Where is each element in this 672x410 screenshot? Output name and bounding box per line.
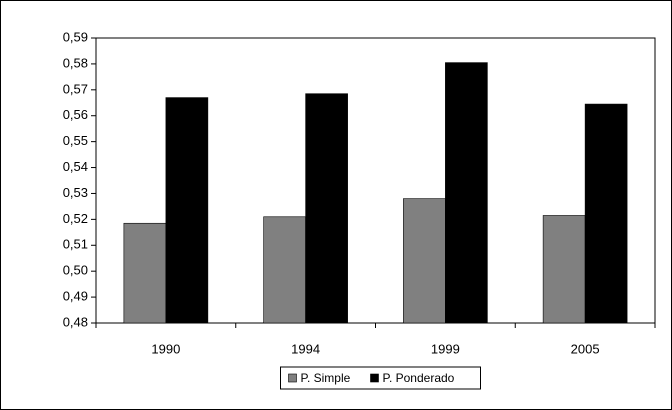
legend-box [280, 366, 481, 390]
legend-swatch [288, 373, 297, 383]
y-tick-label: 0,50 [63, 263, 88, 278]
y-tick-label: 0,59 [63, 29, 88, 44]
legend-label: P. Simple [301, 371, 351, 385]
bar [165, 97, 209, 324]
y-tick-label: 0,56 [63, 107, 88, 122]
bar [542, 215, 586, 324]
y-tick-label: 0,51 [63, 237, 88, 252]
bar [403, 198, 446, 324]
y-tick-label: 0,53 [63, 185, 88, 200]
y-tick-label: 0,58 [63, 55, 88, 70]
bar [305, 93, 348, 324]
y-tick-label: 0,48 [63, 314, 88, 329]
x-tick-label: 1999 [431, 341, 460, 356]
bar [584, 103, 628, 324]
legend-label: P. Ponderado [383, 371, 455, 385]
x-tick-label: 1994 [291, 341, 320, 356]
legend-swatch [370, 373, 379, 383]
x-tick-label: 2005 [571, 341, 600, 356]
y-tick-label: 0,54 [63, 159, 88, 174]
y-tick-label: 0,52 [63, 211, 88, 226]
y-tick-label: 0,49 [63, 289, 88, 304]
bar [263, 216, 306, 324]
bar [445, 62, 488, 324]
y-tick-label: 0,57 [63, 81, 88, 96]
bar [123, 222, 167, 324]
y-tick-label: 0,55 [63, 133, 88, 148]
x-tick-label: 1990 [151, 341, 180, 356]
